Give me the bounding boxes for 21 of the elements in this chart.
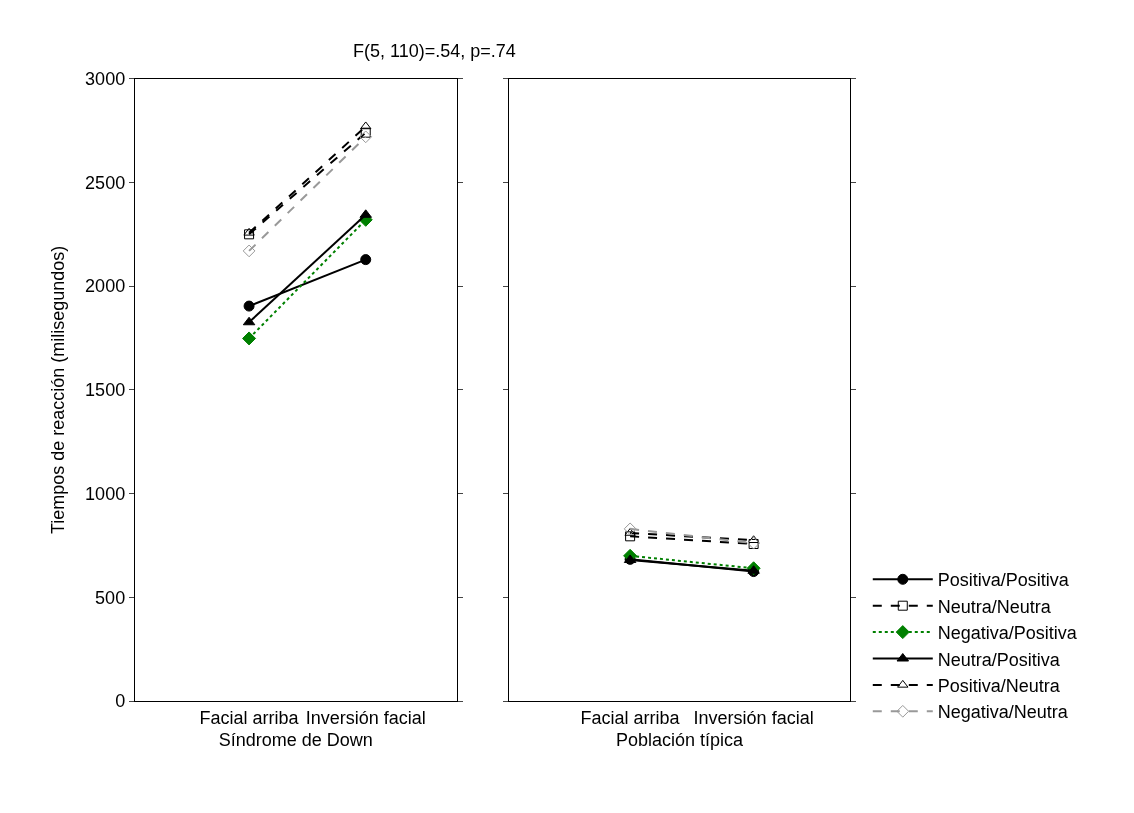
x-tick-label: Inversión facial bbox=[305, 707, 426, 728]
legend-label: Neutra/Positiva bbox=[937, 649, 1061, 670]
y-tick-label: 0 bbox=[115, 691, 126, 712]
x-axis-title: Síndrome de Down bbox=[218, 729, 373, 750]
y-tick-label: 500 bbox=[95, 587, 126, 608]
y-tick-label: 1500 bbox=[85, 380, 126, 401]
legend-label: Positiva/Positiva bbox=[937, 570, 1070, 591]
legend-label: Negativa/Neutra bbox=[937, 702, 1069, 723]
y-tick-label: 1000 bbox=[85, 483, 126, 504]
x-tick-label: Facial arriba bbox=[199, 707, 300, 728]
x-tick-label: Facial arriba bbox=[580, 707, 681, 728]
x-axis-title: Población típica bbox=[615, 729, 745, 750]
y-axis-title: Tiempos de reacción (milisegundos) bbox=[48, 245, 69, 535]
y-tick-label: 2000 bbox=[85, 276, 126, 297]
chart-title: F(5, 110)=.54, p=.74 bbox=[353, 41, 516, 61]
legend-label: Positiva/Neutra bbox=[937, 675, 1061, 696]
x-tick-label: Inversión facial bbox=[693, 707, 814, 728]
legend-label: Negativa/Positiva bbox=[937, 623, 1078, 644]
y-tick-label: 2500 bbox=[85, 172, 126, 193]
legend-label: Neutra/Neutra bbox=[937, 596, 1052, 617]
y-tick-label: 3000 bbox=[85, 69, 126, 90]
